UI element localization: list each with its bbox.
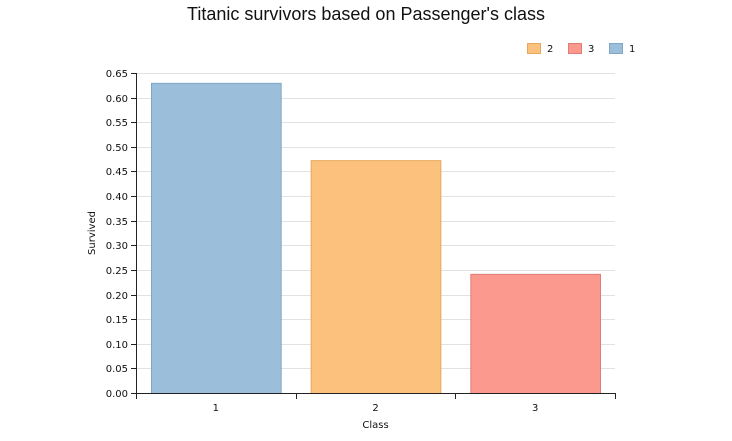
y-tick-label: 0.45 xyxy=(106,167,128,178)
y-tick-label: 0.25 xyxy=(106,266,128,277)
legend-label-2: 2 xyxy=(547,44,553,55)
bars xyxy=(151,82,602,394)
y-tick-label: 0.10 xyxy=(106,340,128,351)
bar-class-3 xyxy=(470,273,602,394)
chart-title: Titanic survivors based on Passenger's c… xyxy=(187,4,545,24)
legend-swatch-3 xyxy=(568,43,582,54)
legend-swatch-1 xyxy=(609,43,623,54)
x-axis: 1 2 3 xyxy=(136,393,616,414)
y-tick-label: 0.00 xyxy=(106,389,128,400)
y-tick-label: 0.65 xyxy=(106,69,128,80)
x-tick-label: 1 xyxy=(213,403,219,414)
y-tick-label: 0.15 xyxy=(106,315,128,326)
legend-label-1: 1 xyxy=(629,44,635,55)
bar-class-1 xyxy=(151,82,282,394)
y-tick-label: 0.55 xyxy=(106,118,128,129)
legend-label-3: 3 xyxy=(588,44,594,55)
y-axis-label: Survived xyxy=(87,211,98,255)
legend: 2 3 1 xyxy=(527,43,635,55)
y-tick-label: 0.35 xyxy=(106,217,128,228)
y-tick-label: 0.20 xyxy=(106,291,128,302)
y-tick-label: 0.40 xyxy=(106,192,128,203)
y-axis: 0.00 0.05 0.10 0.15 0.20 0.25 0.30 0.35 0.40 0.45… xyxy=(106,69,137,400)
y-tick-label: 0.50 xyxy=(106,143,128,154)
x-tick-label: 3 xyxy=(532,403,538,414)
legend-swatch-2 xyxy=(527,43,541,54)
y-tick-label: 0.30 xyxy=(106,241,128,252)
x-tick-label: 2 xyxy=(372,403,378,414)
y-tick-label: 0.60 xyxy=(106,94,128,105)
bar-class-2 xyxy=(310,160,442,394)
x-axis-label: Class xyxy=(362,420,388,431)
y-tick-label: 0.05 xyxy=(106,364,128,375)
